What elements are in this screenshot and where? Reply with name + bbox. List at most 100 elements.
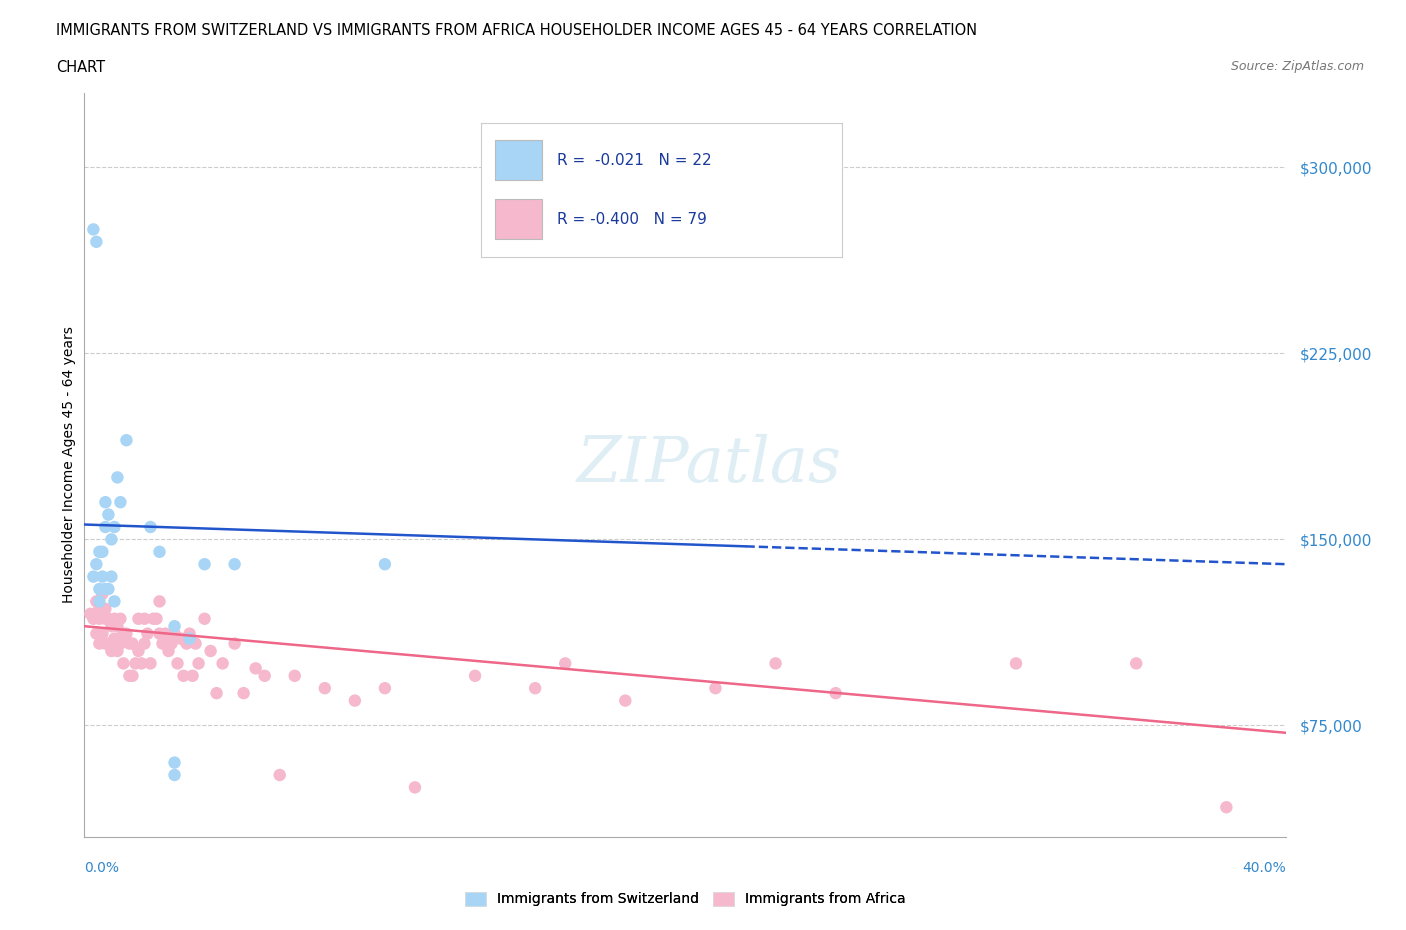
Point: [704, 681, 727, 696]
Point: [155, 626, 177, 641]
Text: Source: ZipAtlas.com: Source: ZipAtlas.com: [1230, 60, 1364, 73]
Point: [97, 507, 120, 522]
Point: [100, 532, 122, 547]
Point: [134, 611, 156, 626]
Point: [157, 644, 180, 658]
Point: [107, 618, 129, 633]
Point: [110, 495, 132, 510]
Point: [86, 626, 108, 641]
Point: [89, 581, 111, 596]
Point: [91, 626, 114, 641]
Point: [91, 569, 114, 584]
Point: [163, 767, 186, 782]
Point: [107, 644, 129, 658]
Point: [103, 611, 125, 626]
Point: [404, 780, 426, 795]
Point: [245, 661, 267, 676]
Point: [284, 669, 307, 684]
Point: [82, 222, 104, 237]
Point: [163, 618, 186, 633]
Point: [194, 557, 217, 572]
Point: [86, 594, 108, 609]
Point: [181, 669, 204, 684]
Point: [152, 636, 174, 651]
Point: [142, 611, 165, 626]
Point: [97, 636, 120, 651]
Point: [94, 520, 117, 535]
Point: [94, 636, 117, 651]
Point: [148, 544, 170, 559]
Point: [464, 669, 486, 684]
Point: [89, 611, 111, 626]
Point: [148, 626, 170, 641]
Point: [205, 685, 228, 700]
Point: [86, 557, 108, 572]
Point: [314, 681, 336, 696]
Point: [112, 656, 135, 671]
Point: [94, 611, 117, 626]
Point: [176, 636, 198, 651]
Point: [173, 669, 195, 684]
Text: 40.0%: 40.0%: [1243, 861, 1286, 875]
Point: [232, 685, 254, 700]
Point: [89, 602, 111, 617]
Point: [163, 755, 186, 770]
Point: [139, 520, 162, 535]
Point: [89, 594, 111, 609]
Point: [124, 656, 146, 671]
Point: [121, 669, 143, 684]
Point: [89, 636, 111, 651]
Point: [82, 569, 104, 584]
Point: [91, 587, 114, 602]
Point: [127, 611, 149, 626]
Point: [614, 693, 637, 708]
Point: [107, 470, 129, 485]
Point: [118, 636, 141, 651]
Point: [89, 544, 111, 559]
Point: [374, 681, 396, 696]
Point: [100, 644, 122, 658]
Point: [131, 656, 153, 671]
Point: [184, 636, 207, 651]
Point: [115, 432, 138, 447]
Point: [194, 611, 217, 626]
Point: [765, 656, 787, 671]
Point: [1305, 718, 1327, 733]
Point: [118, 669, 141, 684]
Point: [374, 557, 396, 572]
Point: [103, 631, 125, 646]
Point: [115, 626, 138, 641]
Point: [82, 611, 104, 626]
Point: [211, 656, 233, 671]
Point: [97, 611, 120, 626]
Text: CHART: CHART: [56, 60, 105, 75]
Point: [824, 685, 846, 700]
Point: [136, 626, 159, 641]
Point: [1215, 800, 1237, 815]
Point: [79, 606, 101, 621]
Point: [100, 569, 122, 584]
Point: [253, 669, 276, 684]
Point: [163, 626, 186, 641]
Point: [127, 644, 149, 658]
Text: ZIPatlas: ZIPatlas: [576, 434, 842, 496]
Point: [1125, 656, 1147, 671]
Point: [97, 581, 120, 596]
Point: [112, 626, 135, 641]
Point: [1005, 656, 1028, 671]
Point: [100, 618, 122, 633]
Text: IMMIGRANTS FROM SWITZERLAND VS IMMIGRANTS FROM AFRICA HOUSEHOLDER INCOME AGES 45: IMMIGRANTS FROM SWITZERLAND VS IMMIGRANT…: [56, 23, 977, 38]
Point: [94, 495, 117, 510]
Point: [148, 594, 170, 609]
Text: 0.0%: 0.0%: [84, 861, 120, 875]
Point: [524, 681, 547, 696]
Point: [179, 631, 201, 646]
Point: [224, 636, 246, 651]
Legend: Immigrants from Switzerland, Immigrants from Africa: Immigrants from Switzerland, Immigrants …: [460, 886, 911, 912]
Point: [134, 636, 156, 651]
Point: [91, 544, 114, 559]
Point: [139, 656, 162, 671]
Point: [103, 520, 125, 535]
Point: [145, 611, 167, 626]
Point: [200, 644, 222, 658]
